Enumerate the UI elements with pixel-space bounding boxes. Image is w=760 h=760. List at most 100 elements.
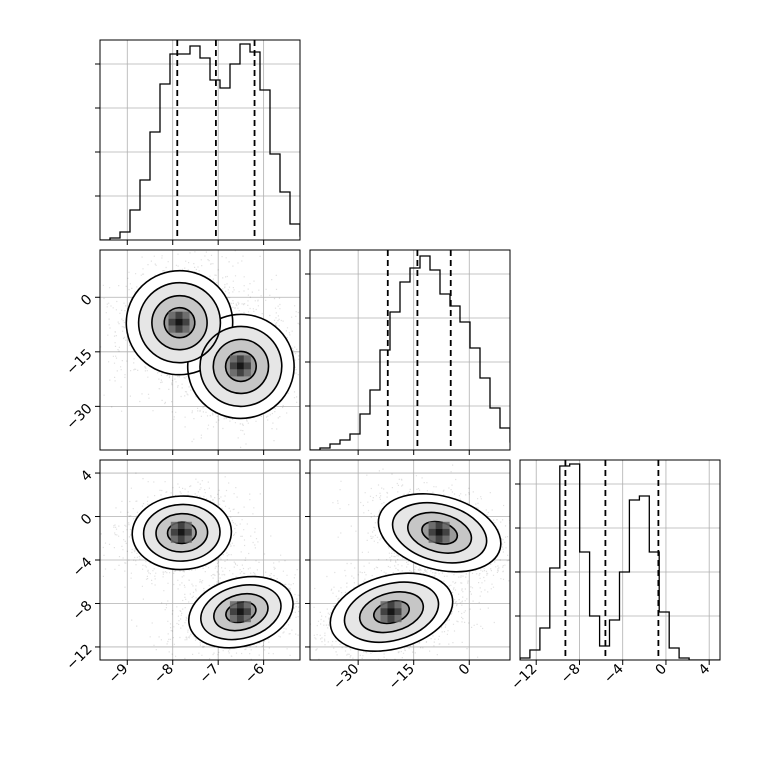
density-peak-cell	[428, 521, 436, 529]
contour-panel-r2c0	[95, 459, 301, 665]
density-peak-cell	[236, 615, 244, 623]
density-peak-cell	[236, 369, 244, 377]
density-peak-cell	[175, 318, 183, 326]
density-peak-cell	[428, 535, 436, 543]
contour-line-level-1	[343, 581, 440, 644]
histogram-panel-r2c2	[515, 459, 721, 665]
density-peak-cell	[387, 601, 395, 609]
x-tick-label: −15	[386, 661, 418, 693]
density-peak-cell	[394, 615, 402, 623]
axes-frame	[99, 249, 301, 451]
density-peak-cell	[442, 535, 450, 543]
density-peak-cell	[184, 528, 192, 536]
x-tick-label: −30	[330, 661, 362, 693]
density-peak-cell	[175, 325, 183, 333]
density-peak-cell	[380, 608, 388, 616]
y-tick-label: −30	[63, 401, 95, 433]
contour-line-level-2	[151, 294, 208, 351]
density-peak-cell	[380, 615, 388, 623]
histogram-panel-r0c0	[95, 39, 301, 245]
density-peak-cell	[177, 528, 185, 536]
density-peak-cell	[243, 615, 251, 623]
density-peak-cell	[170, 528, 178, 536]
density-peak-cell	[243, 355, 251, 363]
axes-frame	[309, 249, 511, 451]
density-peak-cell	[236, 601, 244, 609]
density-peak-cell	[229, 615, 237, 623]
density-peak-cell	[387, 615, 395, 623]
density-peak-cell	[243, 601, 251, 609]
density-peak-cell	[184, 521, 192, 529]
y-tick-label: 0	[78, 292, 96, 310]
contour-line-level-3	[224, 350, 257, 383]
density-layer	[100, 472, 300, 660]
contour-line-level-2	[407, 511, 473, 554]
histogram-step-line	[310, 255, 510, 450]
histogram-panel-r1c1	[305, 249, 511, 455]
density-peak-cell	[236, 355, 244, 363]
contour-line-level-0	[186, 313, 295, 420]
x-tick-label: −12	[508, 661, 540, 693]
contour-line-level-2	[155, 512, 209, 553]
y-tick-label: 0	[78, 511, 96, 529]
contour-panel-r2c1	[305, 459, 511, 665]
axes-frame	[519, 459, 721, 661]
x-tick-label: 0	[456, 661, 474, 679]
y-tick-label: −8	[70, 598, 96, 624]
contour-line-level-3	[163, 306, 196, 339]
scatter-points	[100, 472, 300, 660]
density-peak-cell	[394, 608, 402, 616]
density-peak-cell	[168, 325, 176, 333]
density-peak-cell	[442, 521, 450, 529]
density-peak-cell	[229, 362, 237, 370]
contour-line-level-1	[199, 325, 283, 408]
contour-line-level-2	[213, 592, 269, 632]
density-peak-cell	[442, 528, 450, 536]
contour-line-level-0	[377, 493, 502, 573]
x-tick-label: 0	[653, 661, 671, 679]
density-layer	[310, 464, 510, 660]
density-peak-cell	[435, 521, 443, 529]
y-tick-label: −12	[63, 641, 95, 673]
density-peak-cell	[243, 608, 251, 616]
density-peak-cell	[170, 521, 178, 529]
contour-line-level-2	[358, 591, 425, 634]
contour-line-level-2	[212, 338, 270, 395]
density-peak-cell	[177, 535, 185, 543]
density-peak-cell	[168, 311, 176, 319]
density-peak-cell	[387, 608, 395, 616]
y-tick-label: −4	[70, 554, 96, 580]
density-peak-cell	[435, 528, 443, 536]
x-tick-label: 4	[696, 661, 714, 679]
y-tick-label: 4	[78, 467, 96, 485]
histogram-step-line	[100, 43, 300, 240]
density-peak-cell	[177, 521, 185, 529]
density-peak-cell	[168, 318, 176, 326]
density-peak-cell	[243, 362, 251, 370]
axes-frame	[99, 39, 301, 241]
density-peak-cell	[184, 535, 192, 543]
contour-line-level-0	[131, 495, 233, 571]
density-peak-cell	[236, 362, 244, 370]
contour-line-level-0	[187, 575, 294, 649]
contour-line-level-0	[329, 572, 454, 652]
contour-line-level-0	[125, 269, 234, 376]
histogram-step-line	[520, 463, 720, 660]
contour-line-level-1	[137, 281, 222, 364]
density-peak-cell	[243, 369, 251, 377]
contour-line-level-1	[200, 584, 282, 641]
density-peak-cell	[394, 601, 402, 609]
density-peak-cell	[229, 355, 237, 363]
density-peak-cell	[170, 535, 178, 543]
density-layer	[100, 250, 300, 448]
density-peak-cell	[229, 369, 237, 377]
density-peak-cell	[236, 608, 244, 616]
density-peak-cell	[229, 601, 237, 609]
contour-line-level-1	[391, 501, 488, 564]
density-peak-cell	[435, 535, 443, 543]
density-peak-cell	[182, 325, 190, 333]
density-peak-cell	[229, 608, 237, 616]
density-peak-cell	[175, 311, 183, 319]
density-peak-cell	[182, 311, 190, 319]
